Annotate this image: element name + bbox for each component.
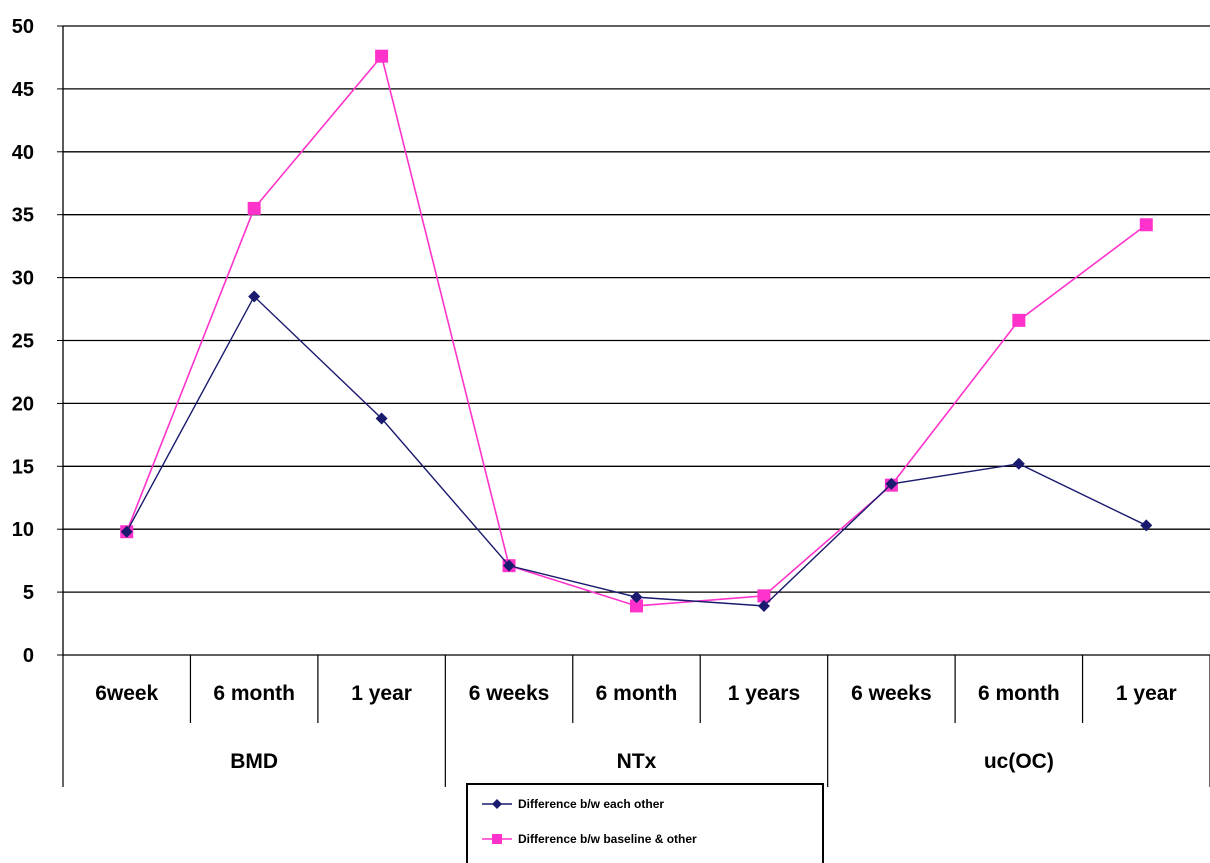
legend-square-marker-icon	[482, 834, 512, 844]
y-tick-label: 30	[12, 268, 34, 290]
x-tick-label: 6 month	[596, 682, 678, 705]
y-tick-label: 15	[12, 456, 34, 478]
y-tick-label: 5	[23, 582, 34, 604]
x-tick-label: 1 year	[351, 682, 412, 705]
y-tick-label: 25	[12, 331, 34, 353]
legend-label-series-1: Difference b/w each other	[518, 797, 665, 811]
legend-diamond-marker-icon	[482, 799, 512, 809]
x-tick-label: 1 years	[728, 682, 800, 705]
legend-item-series-1: Difference b/w each other	[482, 797, 664, 811]
group-label: uc(OC)	[984, 750, 1054, 773]
axes	[62, 26, 1210, 787]
data-point-diamond	[757, 599, 770, 612]
y-tick-label: 40	[12, 142, 34, 164]
series-line-2	[125, 54, 1147, 607]
y-tick-label: 0	[23, 645, 34, 667]
data-point-diamond	[885, 477, 898, 490]
x-tick-label: 6 weeks	[469, 682, 550, 705]
legend-item-series-2: Difference b/w baseline & other	[482, 832, 697, 846]
y-tick-label: 10	[12, 519, 34, 541]
y-axis-ticks: 0 5 10 15 20 25 30 35 40 45 50	[12, 16, 63, 667]
y-tick-label: 45	[12, 79, 34, 101]
gridlines	[63, 25, 1210, 593]
data-point-diamond	[1140, 519, 1153, 532]
x-tick-label: 6 month	[978, 682, 1060, 705]
x-tick-label: 6week	[95, 682, 158, 705]
data-point-square	[630, 599, 643, 613]
data-point-diamond	[120, 525, 133, 538]
x-tick-label: 6 month	[213, 682, 295, 705]
y-tick-label: 35	[12, 205, 34, 227]
series-line-1	[126, 295, 1147, 607]
data-point-diamond	[375, 412, 388, 425]
data-point-square	[1012, 313, 1026, 327]
group-label: NTx	[617, 750, 657, 773]
legend-label-series-2: Difference b/w baseline & other	[518, 832, 697, 846]
x-tick-label: 6 weeks	[851, 682, 932, 705]
data-point-diamond	[630, 591, 643, 604]
data-point-square	[247, 201, 261, 215]
data-point-diamond	[503, 559, 516, 572]
y-tick-label: 20	[12, 393, 34, 415]
data-point-square	[375, 49, 389, 63]
data-point-square	[757, 589, 771, 603]
data-point-diamond	[248, 290, 261, 303]
data-point-square	[1139, 218, 1153, 232]
legend: Difference b/w each other Difference b/w…	[466, 783, 824, 863]
group-label: BMD	[230, 750, 278, 773]
x-axis-categories: 6week 6 month 1 year 6 weeks 6 month 1 years 6…	[95, 682, 1176, 773]
x-tick-label: 1 year	[1116, 682, 1177, 705]
data-point-diamond	[1012, 457, 1025, 470]
y-tick-label: 50	[12, 16, 34, 38]
series-lines	[120, 49, 1153, 613]
